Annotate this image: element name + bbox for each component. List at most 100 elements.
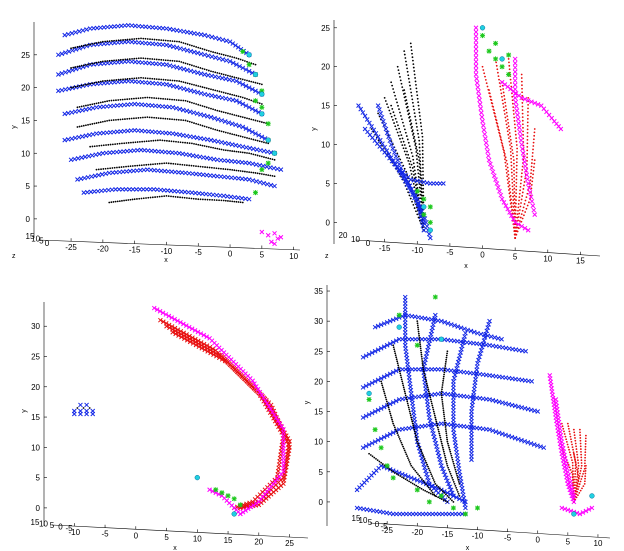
point-p0-s1-251: [235, 94, 238, 97]
point-p0-s1-513: [246, 152, 248, 154]
point-p0-s1-359: [89, 123, 92, 126]
point-p1-s2-140: [513, 116, 516, 119]
point-p3-s0-38: [495, 336, 501, 341]
point-p0-s1-452: [111, 143, 114, 146]
point-p0-s1-173: [258, 82, 261, 85]
point-p0-s1-573: [199, 165, 202, 168]
point-p0-s0-154: [198, 71, 204, 76]
point-p1-s4-2: [421, 212, 427, 218]
point-p0-s1-285: [121, 98, 124, 101]
point-p0-s1-182: [85, 83, 87, 86]
point-p3-s3-28: [561, 425, 564, 428]
point-p1-s2-345: [489, 95, 492, 98]
point-p3-s0-428: [459, 343, 465, 349]
point-p3-s1-43: [413, 430, 416, 433]
point-p0-s1-255: [243, 97, 246, 100]
point-p1-s0-298: [416, 97, 419, 100]
point-p3-s3-178: [574, 460, 577, 463]
point-p3-s1-25: [404, 394, 407, 397]
point-p1-s2-384: [505, 111, 508, 114]
point-p3-s1-50: [418, 444, 420, 447]
point-p3-s0-102: [390, 370, 396, 375]
point-p3-s0-405: [432, 437, 438, 443]
point-p1-s2-387: [504, 101, 507, 104]
point-p1-s2-89: [503, 109, 506, 112]
point-p1-s0-177: [416, 165, 419, 168]
point-p3-s1-228: [456, 488, 458, 491]
point-p3-s3-136: [584, 445, 587, 448]
point-p0-s1-511: [241, 151, 244, 154]
point-p0-s1-659: [222, 199, 225, 202]
point-p1-s1-99: [419, 218, 425, 224]
point-p3-s0-291: [442, 489, 447, 494]
point-p3-s1-214: [445, 460, 448, 463]
point-p1-s2-254: [520, 213, 523, 216]
point-p1-s0-30: [377, 139, 380, 142]
point-p0-s1-469: [150, 139, 153, 142]
point-p3-s0-243: [490, 428, 496, 434]
point-p0-s0-145: [167, 63, 173, 68]
point-p0-s1-312: [182, 99, 185, 102]
point-p1-s0-253: [406, 70, 409, 73]
point-p3-s1-7: [395, 358, 398, 361]
point-p0-s0-333: [201, 136, 207, 142]
point-p1-s2-168: [517, 203, 520, 205]
point-p0-s1-105: [110, 59, 113, 62]
point-p0-s0-159: [216, 75, 222, 80]
point-p1-s2-357: [513, 205, 516, 208]
point-p0-s0-488: [137, 186, 143, 192]
point-p0-s1-338: [237, 115, 240, 117]
point-p1-s2-350: [514, 230, 516, 232]
point-p3-s1-315: [399, 475, 402, 477]
point-p3-s1-95: [387, 404, 389, 407]
point-p0-s1-101: [101, 60, 104, 63]
point-p3-s3-107: [579, 448, 582, 450]
point-p1-s2-193: [521, 116, 524, 119]
point-p3-s1-89: [383, 392, 386, 395]
point-p0-s0-164: [234, 78, 239, 84]
point-p1-s0-296: [417, 104, 420, 107]
point-p0-s0-50: [235, 44, 241, 50]
point-p1-s2-351: [514, 226, 516, 229]
point-p1-s3-32: [488, 161, 493, 167]
point-p0-s0-144: [164, 62, 169, 68]
point-p3-s0-5: [387, 318, 393, 324]
point-p0-s1-279: [108, 99, 111, 102]
point-p0-s0-105: [230, 60, 236, 66]
point-p1-s2-370: [512, 159, 515, 162]
point-p1-s3-24: [481, 127, 487, 133]
point-p1-s0-342: [401, 137, 404, 140]
point-p0-s1-371: [115, 118, 117, 121]
point-p2-s0-163: [173, 331, 178, 337]
point-p0-s1-566: [183, 164, 186, 166]
point-p3-s2-5: [414, 487, 420, 493]
point-p2-s0-165: [179, 334, 184, 340]
point-p1-s0-174: [417, 175, 420, 178]
point-p1-s3-1: [473, 29, 479, 35]
point-p3-s1-39: [411, 422, 414, 425]
point-p3-s1-20: [402, 384, 405, 387]
point-p1-s2-15: [507, 185, 510, 188]
point-p0-s1-437: [258, 140, 261, 143]
point-p3-s3-189: [582, 485, 585, 488]
point-p1-s2-65: [511, 192, 514, 195]
point-p3-s2-1: [372, 427, 378, 433]
point-p3-s0-195: [516, 404, 521, 410]
point-p3-s4-79: [586, 507, 592, 512]
point-p0-s1-161: [233, 76, 236, 79]
point-p3-s3-168: [575, 487, 578, 490]
point-p0-s1-298: [150, 96, 153, 99]
point-p1-s0-283: [421, 149, 424, 152]
y-tick-label: 15: [31, 413, 40, 422]
point-p3-s0-31: [471, 329, 477, 335]
point-p0-s1-238: [207, 87, 210, 90]
point-p0-s0-423: [103, 171, 109, 177]
point-p0-s1-399: [177, 118, 180, 121]
point-p1-s3-65: [535, 101, 541, 107]
point-p1-s2-70: [511, 175, 513, 177]
series-p2-s3: [194, 474, 237, 517]
point-p0-s1-599: [256, 172, 259, 175]
point-p0-s1-286: [124, 98, 126, 101]
point-p0-s1-466: [143, 140, 146, 143]
